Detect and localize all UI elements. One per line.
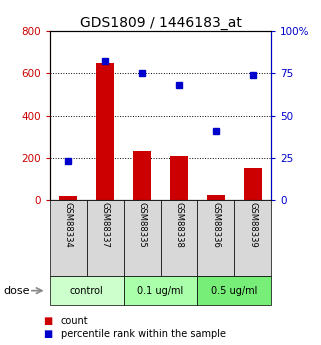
- Bar: [96, 63, 114, 200]
- Text: control: control: [70, 286, 104, 296]
- Bar: [244, 168, 262, 200]
- Text: GSM88337: GSM88337: [100, 203, 110, 248]
- Text: GSM88336: GSM88336: [211, 203, 221, 248]
- Text: ■: ■: [43, 316, 53, 326]
- Text: GSM88334: GSM88334: [64, 203, 73, 248]
- Bar: [133, 151, 151, 200]
- Bar: [59, 196, 77, 200]
- Text: GSM88338: GSM88338: [174, 203, 184, 248]
- Text: GSM88339: GSM88339: [248, 203, 257, 248]
- Text: 0.5 ug/ml: 0.5 ug/ml: [211, 286, 257, 296]
- Bar: [170, 156, 188, 200]
- Title: GDS1809 / 1446183_at: GDS1809 / 1446183_at: [80, 16, 241, 30]
- Text: GSM88335: GSM88335: [137, 203, 147, 248]
- Text: percentile rank within the sample: percentile rank within the sample: [61, 329, 226, 339]
- Bar: [207, 195, 225, 200]
- Text: 0.1 ug/ml: 0.1 ug/ml: [137, 286, 184, 296]
- Text: count: count: [61, 316, 89, 326]
- Text: dose: dose: [3, 286, 30, 296]
- Text: ■: ■: [43, 329, 53, 339]
